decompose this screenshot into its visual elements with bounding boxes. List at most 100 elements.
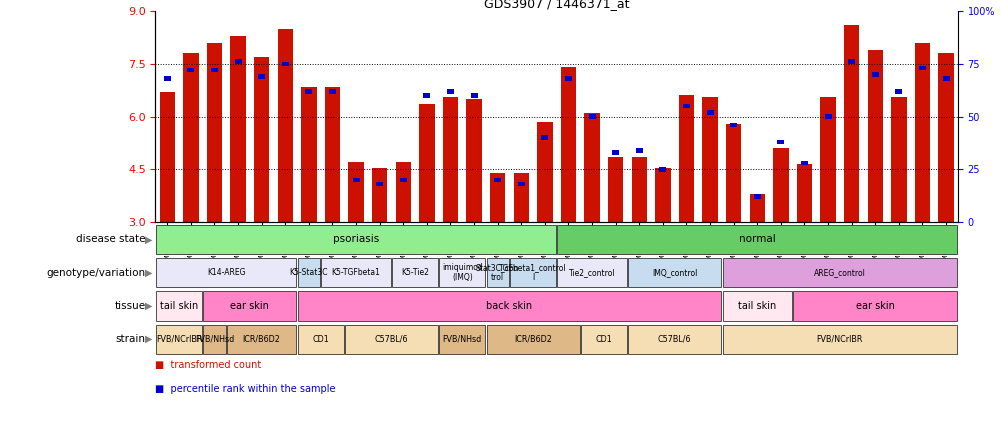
Text: normal: normal [738,234,775,244]
Text: ▶: ▶ [145,301,152,311]
Bar [517,182,524,186]
Bar [588,114,595,119]
Bar [187,68,194,72]
Bar [254,57,270,222]
Bar [942,76,949,81]
Text: K14-AREG: K14-AREG [206,268,245,277]
Text: K5-Stat3C: K5-Stat3C [290,268,328,277]
Text: Tie2_control: Tie2_control [568,268,615,277]
Bar [793,291,956,321]
Bar [301,87,317,222]
Bar [824,114,831,119]
Text: tail skin: tail skin [737,301,776,311]
Bar [203,291,296,321]
Bar [348,162,364,222]
Bar [557,225,956,254]
Bar [895,89,902,94]
Bar [658,167,665,171]
Bar [796,164,812,222]
Bar [721,258,956,287]
Bar [226,325,296,354]
Bar [423,93,430,98]
Text: CD1: CD1 [312,335,329,344]
Text: TGFbeta1_control
l: TGFbeta1_control l [499,263,566,282]
Bar [635,148,642,153]
Bar [801,161,808,165]
Bar [721,325,956,354]
Text: K5-TGFbeta1: K5-TGFbeta1 [332,268,380,277]
Bar [513,173,528,222]
Text: FVB/NHsd: FVB/NHsd [442,335,481,344]
Bar [584,113,599,222]
Bar [725,123,740,222]
Bar [278,29,293,222]
Bar [470,93,477,98]
Bar [748,194,765,222]
Text: imiquimod
(IMQ): imiquimod (IMQ) [442,263,482,282]
Bar [466,99,481,222]
Bar [627,325,720,354]
Bar [564,76,571,81]
Bar [376,182,383,186]
Bar [560,67,575,222]
Text: genotype/variation: genotype/variation [46,268,145,278]
Bar [210,68,217,72]
Bar [447,89,454,94]
Bar [400,178,407,182]
Bar [510,258,555,287]
Bar [848,59,855,64]
Title: GDS3907 / 1446371_at: GDS3907 / 1446371_at [483,0,629,10]
Bar [183,53,198,222]
Bar [654,167,670,222]
Bar [486,325,579,354]
Text: C57BL/6: C57BL/6 [375,335,408,344]
Bar [156,225,555,254]
Bar [206,43,221,222]
Bar [258,74,265,79]
Bar [631,157,646,222]
Text: Stat3C_con
trol: Stat3C_con trol [476,263,519,282]
Text: C57BL/6: C57BL/6 [657,335,690,344]
Bar [721,291,792,321]
Bar [234,59,241,64]
Bar [203,325,225,354]
Bar [156,291,201,321]
Text: back skin: back skin [486,301,532,311]
Bar [678,95,693,222]
Bar [843,25,859,222]
Text: ear skin: ear skin [230,301,269,311]
Bar [163,76,170,81]
Bar [627,258,720,287]
Bar [580,325,626,354]
Bar [486,258,508,287]
Text: strain: strain [115,334,145,344]
Bar [325,87,340,222]
Bar [537,122,552,222]
Bar [156,258,296,287]
Bar [938,53,953,222]
Text: ■  percentile rank within the sample: ■ percentile rank within the sample [155,384,336,394]
Bar [914,43,929,222]
Bar [442,97,458,222]
Text: psoriasis: psoriasis [333,234,379,244]
Bar [777,139,784,144]
Bar [820,97,835,222]
Bar [607,157,622,222]
Bar [298,325,344,354]
Text: ear skin: ear skin [855,301,894,311]
Bar [753,194,761,199]
Bar [773,148,788,222]
Bar [321,258,391,287]
Bar [871,72,878,77]
Bar [392,258,438,287]
Bar [891,97,906,222]
Bar [159,92,174,222]
Text: tissue: tissue [114,301,145,311]
Bar [352,178,360,182]
Bar [156,325,201,354]
Text: ICR/B6D2: ICR/B6D2 [514,335,551,344]
Bar [439,325,485,354]
Text: ▶: ▶ [145,268,152,278]
Bar [729,123,736,127]
Text: FVB/NCrIBR: FVB/NCrIBR [816,335,862,344]
